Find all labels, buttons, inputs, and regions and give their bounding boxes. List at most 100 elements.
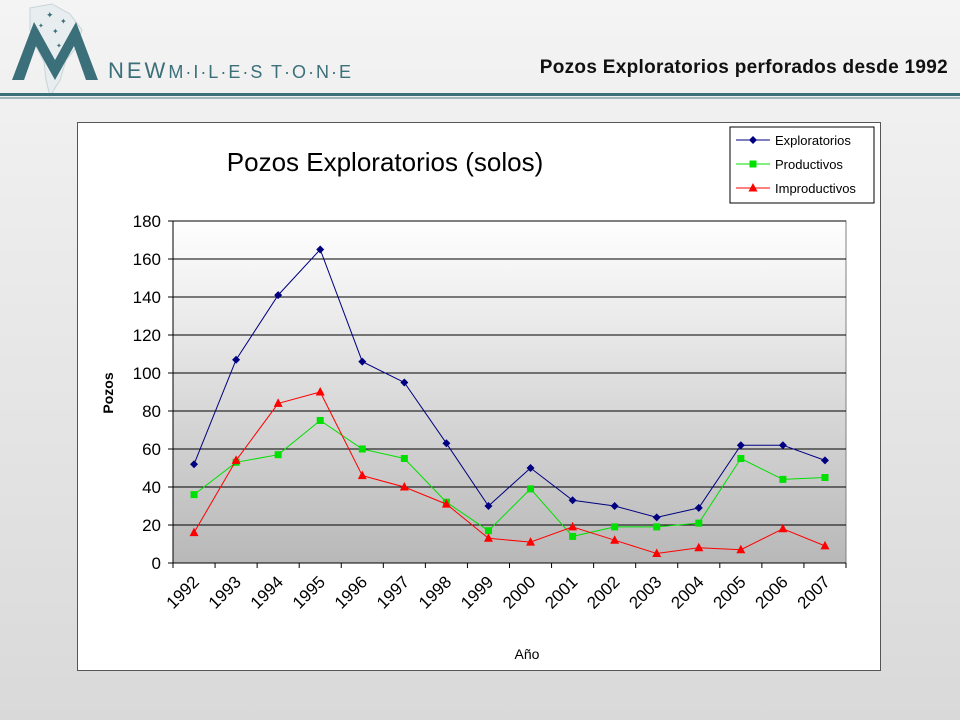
data-point-productivos: [274, 451, 282, 459]
new-milestone-logo: ✦ ✦ ✦ ✦ ✦: [12, 3, 98, 98]
header-divider: [0, 93, 960, 96]
logo-star: ✦: [56, 42, 62, 50]
logo-m-letter: [12, 22, 98, 80]
logo-star: ✦: [46, 11, 54, 21]
y-tick-label: 180: [133, 212, 161, 231]
x-tick-label: 1993: [205, 572, 245, 612]
legend-label-productivos: Productivos: [775, 157, 843, 172]
logo-star: ✦: [60, 17, 67, 26]
data-point-productivos: [358, 445, 366, 453]
data-point-productivos: [190, 491, 198, 499]
data-point-exploratorios: [526, 464, 535, 472]
series-line-productivos: [193, 419, 825, 537]
legend-label-improductivos: Improductivos: [775, 181, 856, 196]
slide-header: ✦ ✦ ✦ ✦ ✦ NEWM·I·L·E·S T·O·N·E Pozos Exp…: [0, 0, 960, 100]
data-point-improductivos: [736, 544, 746, 554]
x-tick-label: 2002: [583, 572, 623, 612]
chart-title: Pozos Exploratorios (solos): [227, 147, 543, 177]
data-point-improductivos: [568, 521, 578, 531]
brand-wordmark: NEWM·I·L·E·S T·O·N·E: [108, 58, 353, 84]
x-tick-label: 1995: [289, 572, 329, 612]
data-point-improductivos: [483, 533, 493, 542]
x-tick-label: 1997: [373, 572, 413, 612]
y-tick-label: 20: [142, 516, 161, 535]
data-point-exploratorios: [610, 502, 619, 510]
data-point-exploratorios: [778, 441, 787, 450]
data-point-productivos: [569, 532, 577, 540]
x-tick-label: 1992: [163, 572, 203, 612]
data-point-improductivos: [526, 537, 536, 546]
data-point-improductivos: [820, 540, 830, 550]
x-tick-label: 2005: [709, 572, 749, 612]
data-point-improductivos: [315, 387, 325, 396]
brand-new: NEW: [108, 58, 169, 83]
logo-star: ✦: [38, 22, 44, 30]
data-point-exploratorios: [400, 378, 409, 387]
chart-frame: 0 20 40 60 80 100 120 140 160 180 1992 1993 1994 1995…: [77, 122, 881, 671]
y-tick-label: 80: [142, 402, 161, 421]
data-point-exploratorios: [484, 502, 493, 510]
x-tick-label: 2001: [541, 572, 581, 612]
chart-legend: Exploratorios Productivos Improductivos: [729, 126, 875, 204]
line-chart: 0 20 40 60 80 100 120 140 160 180 1992 1993 1994 1995…: [100, 126, 875, 662]
x-tick-label: 1996: [331, 572, 371, 612]
data-point-productivos: [779, 475, 787, 483]
data-point-exploratorios: [358, 357, 367, 366]
x-tick-label: 1994: [247, 572, 287, 612]
data-point-improductivos: [273, 398, 283, 407]
legend-marker-productivos: [749, 160, 757, 168]
data-point-improductivos: [441, 499, 451, 508]
slide-title: Pozos Exploratorios perforados desde 199…: [539, 57, 948, 78]
data-point-productivos: [400, 455, 408, 462]
logo-continent-shape: [29, 3, 83, 98]
legend-marker-improductivos: [748, 183, 758, 192]
data-point-productivos: [653, 523, 661, 531]
x-tick-label: 2003: [625, 572, 665, 612]
x-axis-label: Año: [515, 646, 540, 662]
data-point-improductivos: [652, 548, 662, 557]
y-tick-label: 100: [133, 364, 161, 383]
data-point-productivos: [821, 474, 829, 481]
data-point-improductivos: [399, 482, 409, 491]
data-point-improductivos: [357, 470, 367, 480]
data-point-exploratorios: [736, 441, 745, 450]
series-line-improductivos: [193, 391, 826, 555]
data-point-exploratorios: [694, 503, 703, 512]
y-tick-label: 160: [133, 250, 161, 269]
x-tick-label: 2004: [667, 572, 707, 612]
data-point-improductivos: [189, 527, 199, 537]
x-tick-label: 1998: [415, 572, 455, 612]
data-point-productivos: [484, 527, 492, 535]
y-axis-label: Pozos: [100, 372, 116, 413]
data-point-exploratorios: [652, 513, 661, 522]
data-point-improductivos: [610, 535, 620, 544]
y-tick-label: 40: [142, 478, 161, 497]
data-point-exploratorios: [568, 496, 577, 505]
data-point-productivos: [316, 417, 324, 424]
legend-label-exploratorios: Exploratorios: [775, 133, 851, 148]
x-tick-label: 2006: [752, 572, 792, 612]
data-point-improductivos: [231, 455, 241, 464]
data-point-exploratorios: [316, 245, 325, 254]
x-tick-label: 1999: [457, 572, 497, 612]
data-point-productivos: [695, 519, 703, 527]
y-tick-label: 0: [152, 554, 161, 573]
plot-area: [172, 220, 847, 564]
data-point-exploratorios: [274, 291, 283, 300]
logo-star: ✦: [52, 27, 59, 36]
series-line-exploratorios: [193, 248, 826, 518]
data-point-improductivos: [694, 542, 704, 552]
y-tick-label: 140: [133, 288, 161, 307]
x-tick-label: 2007: [794, 572, 834, 612]
data-point-productivos: [611, 523, 619, 531]
data-point-exploratorios: [232, 355, 241, 364]
data-point-productivos: [527, 485, 535, 493]
data-point-productivos: [737, 455, 745, 462]
x-tick-label: 2000: [499, 572, 539, 612]
y-tick-label: 60: [142, 440, 161, 459]
data-point-exploratorios: [442, 439, 451, 448]
header-divider-light: [0, 97, 960, 99]
data-point-exploratorios: [190, 460, 199, 469]
y-tick-label: 120: [133, 326, 161, 345]
series-lines: [189, 245, 830, 557]
